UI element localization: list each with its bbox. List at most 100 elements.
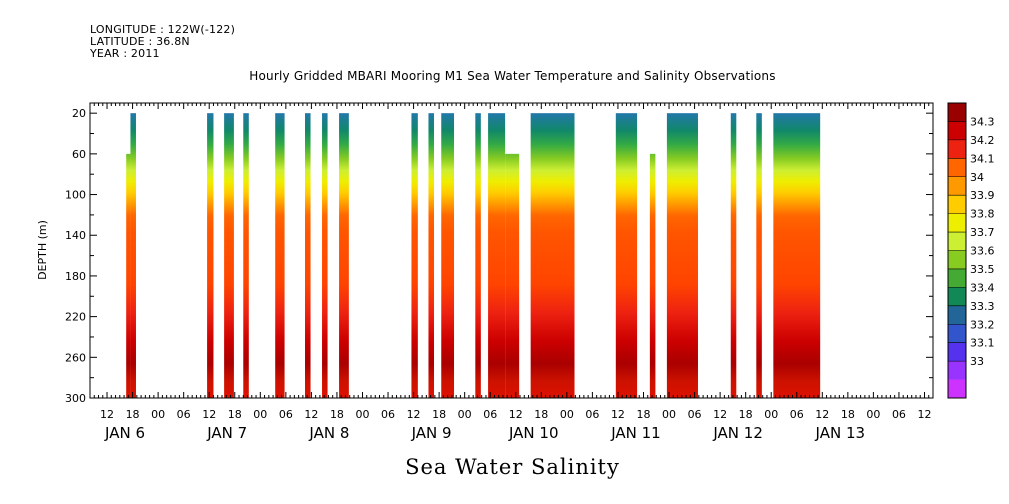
x-date-label: JAN 7 <box>206 424 247 442</box>
salinity-column <box>666 113 698 398</box>
salinity-column <box>411 113 418 398</box>
x-tick-label: 00 <box>355 408 369 421</box>
colorbar-swatch <box>948 103 966 122</box>
colorbar-label: 34.2 <box>970 134 995 147</box>
salinity-column <box>475 113 481 398</box>
colorbar-label: 33.3 <box>970 300 995 313</box>
x-tick-label: 18 <box>841 408 855 421</box>
longitude-label: LONGITUDE : 122W(-122) <box>90 23 236 36</box>
colorbar-swatch <box>948 250 966 270</box>
salinity-column <box>488 113 506 398</box>
salinity-column <box>428 113 435 398</box>
salinity-column <box>773 113 821 398</box>
colorbar-swatch <box>948 361 966 380</box>
y-tick-label: 100 <box>65 189 86 202</box>
x-tick-label: 06 <box>585 408 599 421</box>
y-tick-label: 60 <box>72 148 86 161</box>
salinity-column <box>224 113 234 398</box>
colorbar-swatch <box>948 305 966 325</box>
salinity-column <box>441 113 455 398</box>
colorbar-label: 33.4 <box>970 281 995 294</box>
x-tick-label: 12 <box>917 408 931 421</box>
latitude-label: LATITUDE : 36.8N <box>90 35 190 48</box>
x-tick-label: 12 <box>100 408 114 421</box>
colorbar-swatch <box>948 324 966 343</box>
colorbar-label: 34.1 <box>970 152 995 165</box>
colorbar-swatch <box>948 176 966 196</box>
x-tick-label: 12 <box>611 408 625 421</box>
x-tick-label: 00 <box>458 408 472 421</box>
x-tick-label: 06 <box>892 408 906 421</box>
x-tick-label: 18 <box>228 408 242 421</box>
x-tick-label: 06 <box>688 408 702 421</box>
colorbar-label: 33.5 <box>970 263 995 276</box>
salinity-column <box>649 153 656 398</box>
colorbar-label: 34 <box>970 171 984 184</box>
salinity-column <box>126 153 131 398</box>
colorbar-swatch <box>948 121 966 141</box>
colorbar-label: 33.8 <box>970 208 995 221</box>
chart-title: Hourly Gridded MBARI Mooring M1 Sea Wate… <box>249 69 776 83</box>
colorbar-swatch <box>948 287 966 307</box>
x-tick-label: 12 <box>304 408 318 421</box>
colorbar-swatch <box>948 213 966 233</box>
salinity-column <box>275 113 285 398</box>
x-tick-label: 00 <box>151 408 165 421</box>
x-tick-label: 00 <box>764 408 778 421</box>
salinity-chart: 20 60 100 140 180 220 260 300 12 18 00 06 12 18 00 06 1… <box>36 102 995 442</box>
x-tick-label: 12 <box>509 408 523 421</box>
y-tick-label: 260 <box>65 351 86 364</box>
salinity-column <box>305 113 311 398</box>
salinity-column <box>615 113 638 398</box>
x-tick-label: 12 <box>815 408 829 421</box>
x-tick-label: 06 <box>279 408 293 421</box>
x-tick-label: 00 <box>866 408 880 421</box>
salinity-column <box>243 113 249 398</box>
year-label: YEAR : 2011 <box>90 47 160 60</box>
colorbar-label: 33.2 <box>970 318 995 331</box>
colorbar-label: 33 <box>970 355 984 368</box>
salinity-column <box>322 113 328 398</box>
x-tick-label: 12 <box>202 408 216 421</box>
colorbar-label: 33.6 <box>970 245 995 258</box>
y-tick-label: 140 <box>65 229 86 242</box>
y-tick-label: 20 <box>72 107 86 120</box>
colorbar-swatch <box>948 379 966 399</box>
x-tick-label: 18 <box>330 408 344 421</box>
x-tick-label: 00 <box>560 408 574 421</box>
x-tick-label: 00 <box>662 408 676 421</box>
salinity-column <box>730 113 737 398</box>
colorbar-swatch <box>948 195 966 214</box>
x-tick-label: 18 <box>739 408 753 421</box>
x-date-label: JAN 11 <box>610 424 661 442</box>
colorbar-swatch <box>948 158 966 178</box>
colorbar-label: 33.7 <box>970 226 995 239</box>
x-date-label: JAN 6 <box>104 424 145 442</box>
salinity-column <box>756 113 762 398</box>
x-date-label: JAN 9 <box>411 424 452 442</box>
y-tick-label: 180 <box>65 270 86 283</box>
x-tick-label: 18 <box>126 408 140 421</box>
x-tick-label: 06 <box>790 408 804 421</box>
colorbar-swatch <box>948 268 966 288</box>
x-tick-label: 12 <box>713 408 727 421</box>
colorbar-label: 33.9 <box>970 189 995 202</box>
x-tick-label: 06 <box>483 408 497 421</box>
x-date-label: JAN 13 <box>815 424 866 442</box>
x-date-label: JAN 10 <box>508 424 559 442</box>
x-tick-label: 18 <box>534 408 548 421</box>
x-date-label: JAN 8 <box>308 424 349 442</box>
x-tick-label: 06 <box>177 408 191 421</box>
salinity-column <box>339 113 349 398</box>
x-tick-label: 00 <box>253 408 267 421</box>
colorbar-swatch <box>948 232 966 251</box>
x-tick-label: 18 <box>636 408 650 421</box>
y-axis-label: DEPTH (m) <box>36 220 49 280</box>
x-tick-label: 12 <box>407 408 421 421</box>
x-tick-label: 06 <box>381 408 395 421</box>
y-tick-label: 220 <box>65 311 86 324</box>
y-tick-label: 300 <box>65 392 86 405</box>
salinity-column <box>130 113 136 398</box>
x-axis-label: Sea Water Salinity <box>405 455 620 479</box>
colorbar-label: 34.3 <box>970 115 995 128</box>
